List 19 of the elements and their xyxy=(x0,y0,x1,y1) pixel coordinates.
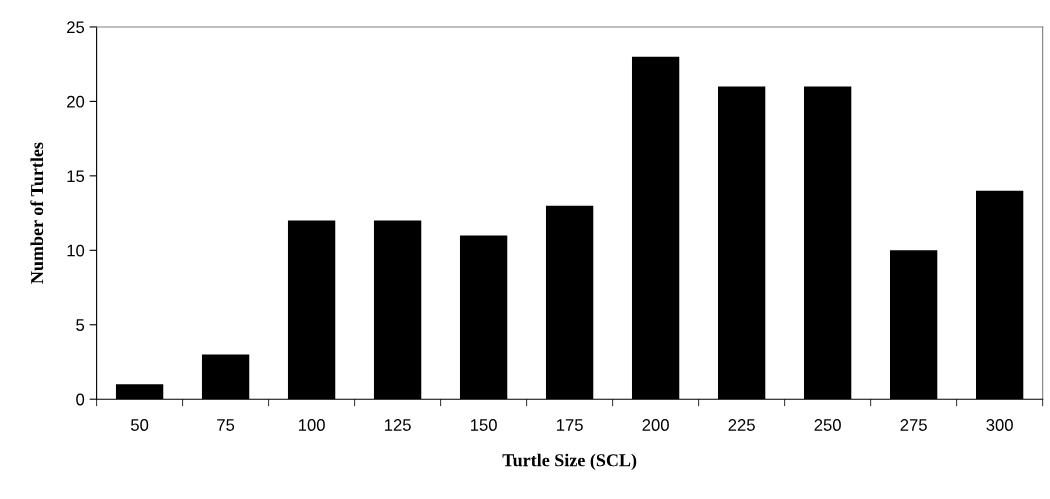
x-tick-label: 100 xyxy=(298,419,325,431)
x-tick-label: 125 xyxy=(384,419,411,431)
x-axis-title: Turtle Size (SCL) xyxy=(502,453,637,470)
x-tick-label: 175 xyxy=(556,419,583,431)
x-tick-label: 300 xyxy=(986,419,1013,431)
x-tick-label: 75 xyxy=(217,419,235,431)
y-tick-label: 20 xyxy=(67,95,85,108)
x-tick-label: 225 xyxy=(728,419,755,431)
x-tick-label: 275 xyxy=(900,419,927,431)
x-tick-label: 250 xyxy=(814,419,841,431)
y-tick-label: 0 xyxy=(76,393,85,406)
y-tick-label: 25 xyxy=(67,21,85,34)
y-tick-label: 15 xyxy=(67,170,85,183)
y-tick-label: 5 xyxy=(76,319,85,331)
y-tick-label: 10 xyxy=(67,244,85,257)
x-tick-label: 150 xyxy=(470,419,497,431)
y-axis-title: Number of Turtles xyxy=(30,142,44,284)
x-tick-label: 50 xyxy=(131,419,149,431)
x-tick-label: 200 xyxy=(642,419,669,431)
